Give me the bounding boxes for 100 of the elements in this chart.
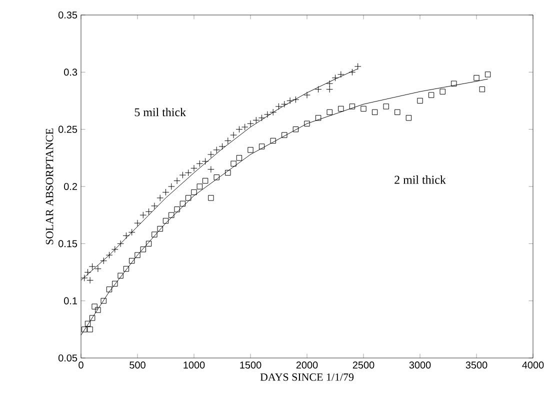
point — [128, 228, 136, 236]
point — [213, 146, 220, 154]
point — [236, 126, 243, 133]
point — [224, 137, 232, 144]
point — [451, 80, 457, 86]
x-tick-label: 2500 — [352, 362, 374, 369]
point — [218, 143, 226, 150]
y-tick-label: 0.1 — [64, 297, 77, 304]
point — [264, 111, 271, 118]
point — [84, 268, 92, 276]
point — [286, 97, 294, 104]
point — [112, 280, 118, 287]
point — [179, 172, 186, 179]
point — [270, 138, 276, 144]
x-tick-label: 500 — [130, 362, 146, 369]
x-tick-label: 0 — [78, 362, 84, 369]
x-tick-label: 3000 — [409, 362, 431, 369]
point — [247, 120, 254, 128]
point — [123, 266, 130, 272]
point — [86, 276, 94, 284]
point — [394, 109, 400, 116]
point — [94, 265, 102, 272]
point — [208, 151, 214, 158]
point — [214, 174, 220, 180]
point — [248, 147, 254, 153]
point — [190, 164, 198, 172]
point — [162, 188, 170, 196]
point — [191, 189, 197, 196]
point — [406, 115, 412, 121]
point — [122, 232, 130, 240]
point — [315, 115, 322, 121]
point — [152, 232, 158, 238]
point — [151, 202, 158, 210]
point — [292, 96, 300, 104]
point — [349, 104, 356, 110]
point — [196, 160, 204, 168]
point — [184, 169, 192, 176]
point — [100, 257, 108, 264]
y-tick-label: 0.35 — [58, 11, 78, 19]
y-axis-title: SOLAR ABSORPTANCE — [46, 128, 54, 244]
point — [258, 144, 265, 150]
point — [292, 126, 299, 132]
point — [280, 100, 288, 108]
point — [168, 212, 174, 218]
point — [157, 226, 163, 232]
point — [129, 258, 135, 264]
point — [162, 218, 169, 224]
point — [87, 326, 93, 332]
point — [100, 298, 106, 304]
point — [326, 80, 334, 88]
point — [92, 304, 98, 310]
point — [202, 158, 209, 165]
point — [252, 116, 260, 124]
point — [332, 74, 339, 82]
y-tick-label: 0.2 — [64, 182, 77, 190]
point — [95, 307, 101, 313]
x-axis-title: DAYS SINCE 1/1/79 — [260, 373, 354, 381]
annotation: 2 mil thick — [394, 175, 446, 184]
point — [479, 86, 485, 92]
point — [180, 200, 186, 206]
point — [225, 170, 231, 176]
point — [230, 160, 236, 166]
point — [168, 183, 175, 190]
point — [156, 194, 164, 202]
point — [337, 71, 344, 78]
point — [146, 240, 152, 247]
point — [106, 286, 112, 292]
point — [314, 86, 322, 93]
point — [258, 114, 266, 122]
point — [186, 195, 192, 201]
point — [174, 177, 180, 184]
point — [84, 320, 91, 327]
x-tick-label: 3500 — [466, 362, 488, 369]
point — [118, 272, 124, 279]
x-tick-label: 1500 — [240, 362, 262, 369]
y-tick-label: 0.15 — [58, 240, 78, 248]
point — [326, 86, 334, 93]
point — [474, 75, 480, 81]
point — [174, 206, 180, 212]
point — [275, 103, 282, 110]
point — [236, 155, 242, 161]
x-tick-label: 1000 — [184, 362, 205, 369]
point — [372, 109, 378, 116]
point — [417, 98, 423, 104]
point — [326, 109, 332, 116]
point — [140, 246, 146, 252]
point — [82, 326, 88, 332]
point — [230, 132, 237, 138]
point — [106, 252, 113, 259]
point — [304, 120, 310, 126]
y-tick-label: 0.3 — [64, 68, 78, 76]
point — [440, 88, 446, 94]
y-tick-label: 0.05 — [58, 354, 78, 362]
point — [89, 315, 96, 321]
x-tick-label: 2000 — [296, 362, 318, 369]
point — [134, 252, 140, 258]
point — [134, 220, 141, 227]
point — [428, 92, 434, 98]
point — [145, 208, 152, 216]
point — [241, 124, 248, 130]
